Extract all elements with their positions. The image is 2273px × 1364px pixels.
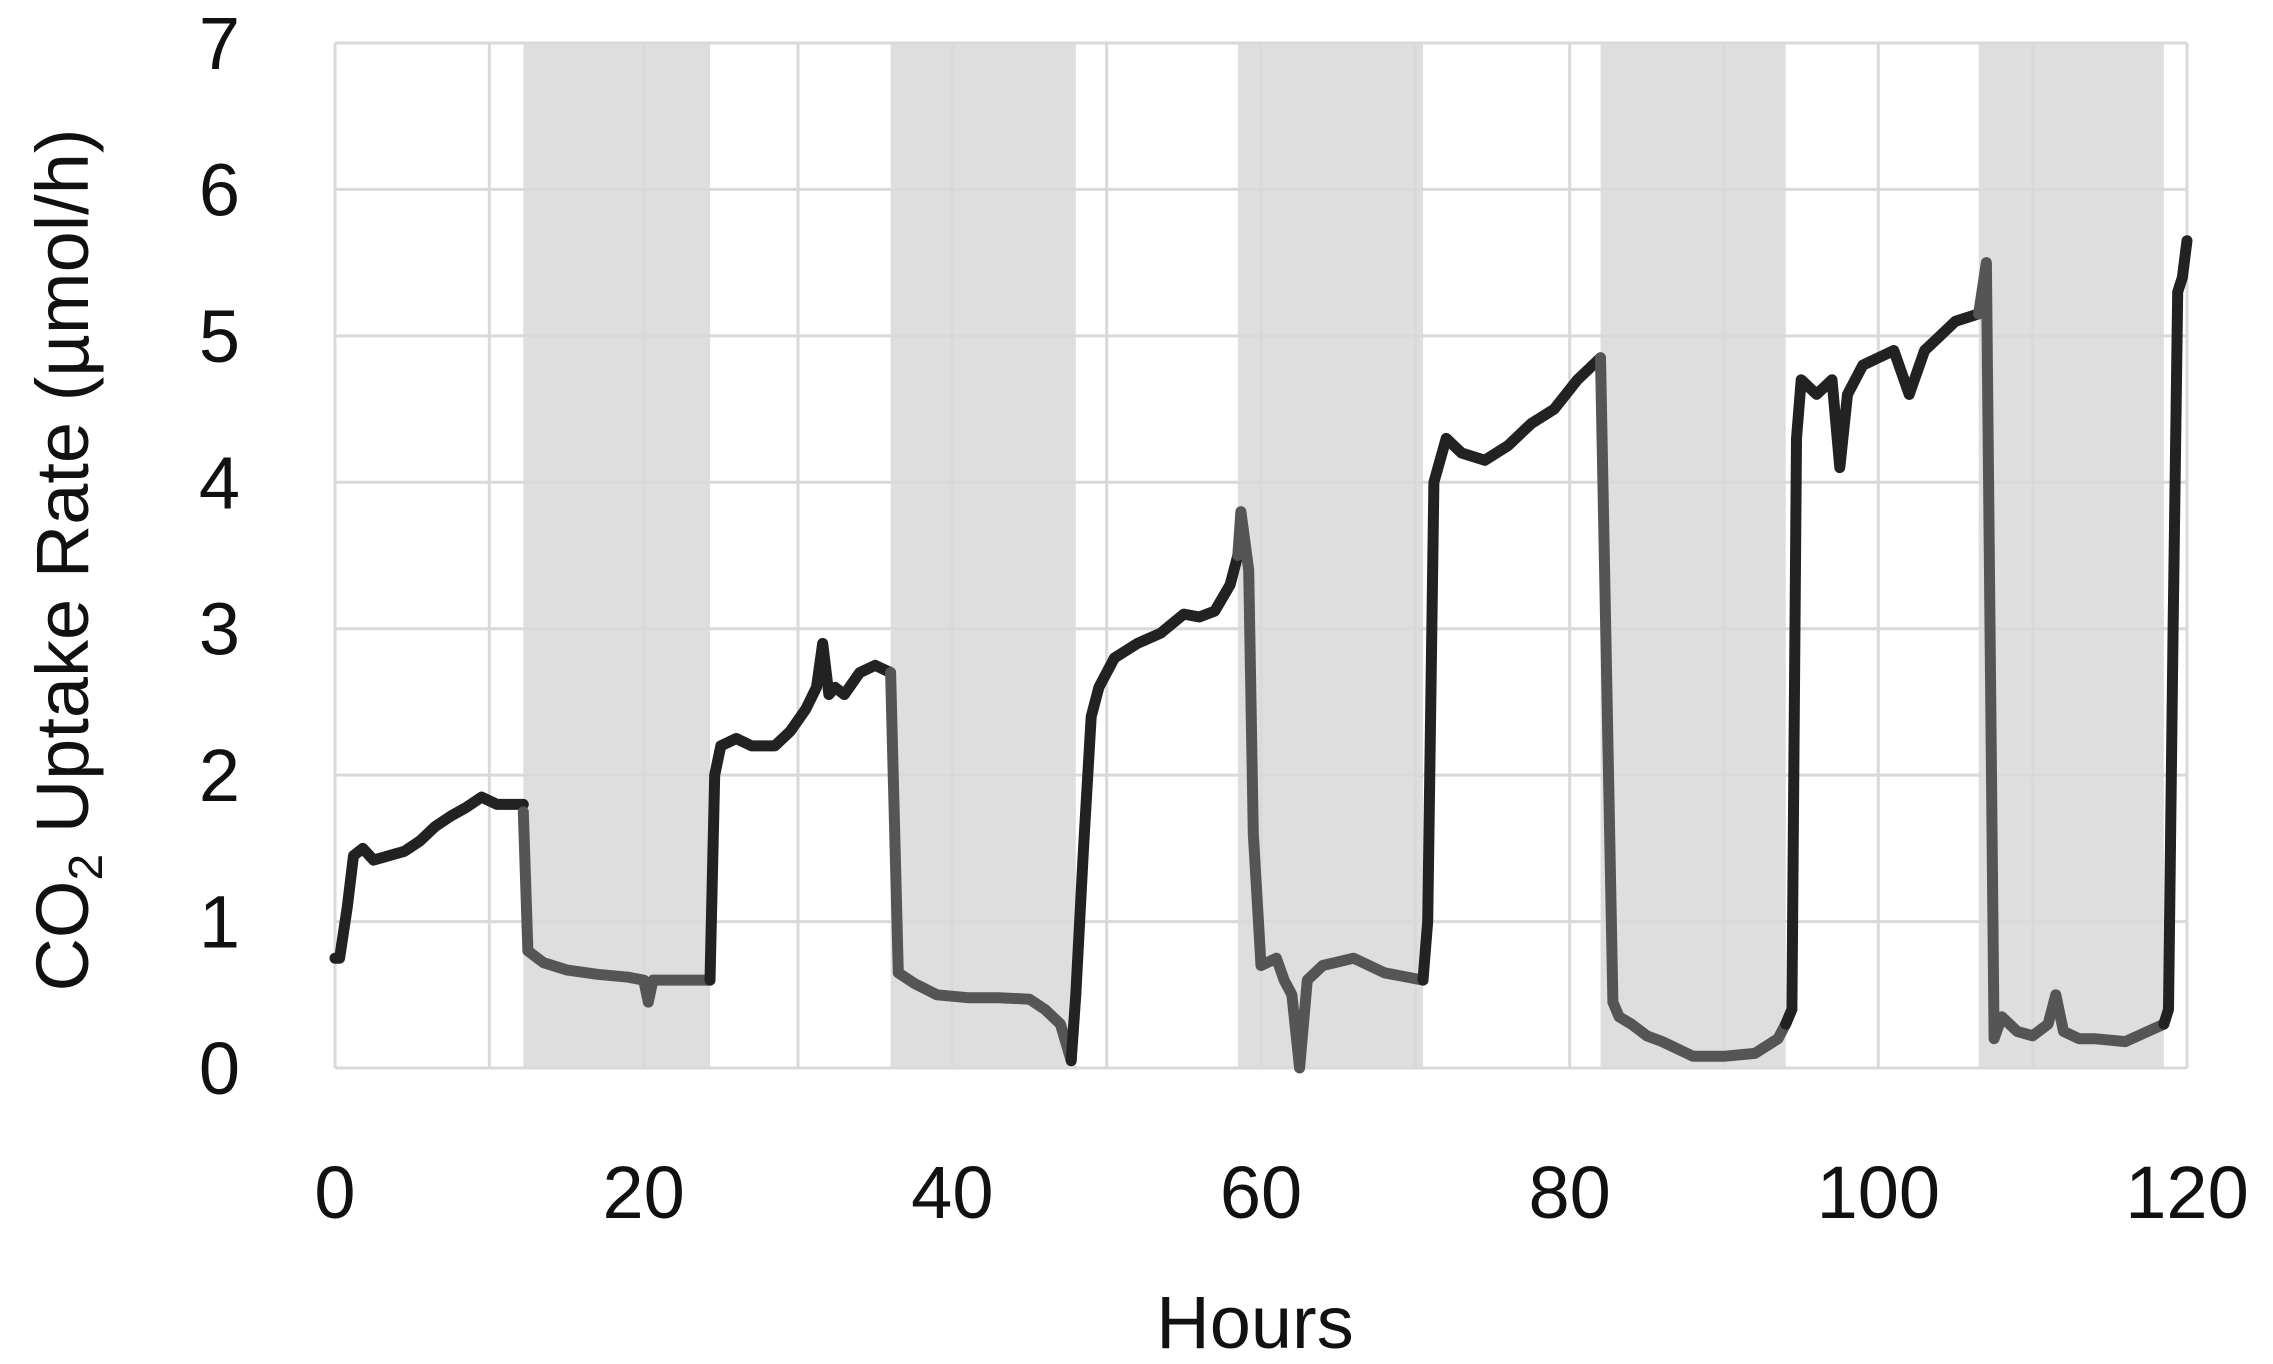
series-line-dark-2: [517, 806, 716, 1008]
y-tick-label-6: 6: [199, 148, 240, 231]
y-tick-label-5: 5: [199, 295, 240, 378]
y-axis-title-suffix: Uptake Rate (µmol/h): [21, 128, 104, 853]
series-line-dark-4: [885, 667, 1077, 1067]
y-axis-title-subscript: 2: [60, 854, 113, 881]
y-tick-label-0: 0: [199, 1027, 240, 1110]
series-line-light-11: [2158, 235, 2193, 1030]
x-tick-label-20: 20: [603, 1151, 685, 1234]
tick-labels-layer: 0 1 2 3 4 5 6 7 0 20 40 60 80 100 120: [199, 2, 2249, 1234]
x-tick-label-0: 0: [314, 1151, 355, 1234]
x-tick-label-100: 100: [1817, 1151, 1940, 1234]
dark-period-shading-layer: [523, 43, 2164, 1068]
series-line-light-9: [1780, 308, 1985, 1030]
x-axis-title: Hours: [1156, 1281, 1353, 1364]
series-line-light-7: [1417, 352, 1606, 986]
y-tick-label-4: 4: [199, 441, 240, 524]
series-line-dark-10: [1973, 257, 2170, 1048]
dark-period-band-4: [1600, 43, 1786, 1068]
series-line-dark-6: [1232, 506, 1429, 1074]
x-tick-label-120: 120: [2125, 1151, 2248, 1234]
gridlines-layer: [333, 41, 2189, 1070]
x-tick-label-60: 60: [1220, 1151, 1302, 1234]
series-line-light-3: [704, 637, 897, 986]
y-tick-label-1: 1: [199, 881, 240, 964]
y-tick-label-2: 2: [199, 734, 240, 817]
x-tick-label-40: 40: [911, 1151, 993, 1234]
dark-period-band-5: [1978, 43, 2164, 1068]
series-line-light-1: [329, 791, 529, 964]
y-axis-title: CO2 Uptake Rate (µmol/h): [21, 128, 113, 991]
y-axis-title-prefix: CO: [21, 881, 104, 992]
dark-period-band-2: [890, 43, 1076, 1068]
x-tick-label-80: 80: [1529, 1151, 1611, 1234]
series-line-dark-8: [1595, 352, 1792, 1062]
y-tick-label-7: 7: [199, 2, 240, 85]
dark-period-band-3: [1237, 43, 1424, 1068]
series-line-light-5: [1065, 550, 1244, 1067]
y-tick-label-3: 3: [199, 588, 240, 671]
dark-period-band-1: [523, 43, 711, 1068]
series-layer: [329, 235, 2193, 1074]
